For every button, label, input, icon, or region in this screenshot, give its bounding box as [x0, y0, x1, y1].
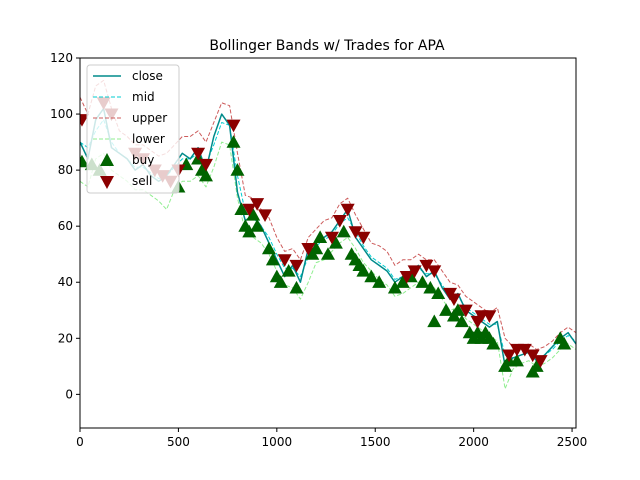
buy-marker: [321, 247, 335, 260]
buy-marker: [454, 314, 469, 328]
sell-marker: [525, 349, 540, 363]
sell-marker: [407, 265, 422, 279]
legend-lower-label: lower: [132, 132, 165, 146]
buy-marker: [423, 280, 438, 294]
sell-marker: [289, 259, 304, 273]
buy-marker: [486, 336, 501, 350]
sell-marker: [419, 259, 434, 273]
buy-marker: [198, 168, 213, 182]
buy-marker: [395, 275, 410, 288]
x-tick-label: 2500: [557, 435, 588, 449]
buy-marker: [281, 264, 296, 277]
sell-marker: [324, 231, 339, 245]
buy-marker: [289, 280, 304, 294]
sell-marker: [458, 304, 473, 318]
sell-marker: [427, 265, 442, 279]
buy-marker: [431, 286, 446, 300]
buy-marker: [509, 353, 524, 367]
plot-frame: [79, 57, 577, 429]
buy-marker: [439, 303, 454, 316]
buy-marker: [226, 135, 241, 148]
buy-marker: [356, 264, 371, 277]
buy-marker: [364, 269, 379, 283]
buy-marker: [265, 252, 280, 266]
sell-marker: [340, 203, 355, 217]
legend-sell-label: sell: [132, 174, 152, 188]
y-tick-label: 100: [50, 107, 73, 121]
x-tick-label: 1000: [262, 435, 293, 449]
buy-marker: [230, 163, 245, 176]
legend-upper-label: upper: [132, 111, 167, 125]
buy-marker: [427, 314, 442, 328]
buy-marker: [372, 275, 387, 288]
buy-marker: [415, 275, 430, 288]
buy-marker: [309, 241, 324, 255]
buy-marker: [557, 336, 572, 350]
legend-buy-label: buy: [132, 153, 154, 167]
y-tick-label: 0: [65, 387, 73, 401]
legend-mid-label: mid: [132, 90, 155, 104]
buy-marker: [450, 303, 465, 316]
buy-marker: [313, 230, 328, 243]
legend-buy-marker: [100, 153, 114, 166]
sell-marker: [332, 214, 347, 228]
buy-marker: [242, 224, 257, 238]
chart-title: Bollinger Bands w/ Trades for APA: [209, 38, 445, 54]
x-tick-label: 1500: [360, 435, 391, 449]
sell-marker: [198, 158, 213, 172]
legend-sell-marker: [100, 176, 114, 189]
sell-marker: [301, 243, 316, 256]
legend-close-label: close: [132, 69, 163, 83]
sell-marker: [226, 119, 241, 133]
sell-marker: [356, 231, 371, 245]
x-tick-label: 2000: [458, 435, 489, 449]
sell-marker: [242, 203, 257, 217]
buy-marker: [234, 202, 249, 215]
sell-marker: [250, 198, 265, 211]
buy-marker: [261, 241, 276, 255]
buy-marker: [336, 224, 351, 238]
sell-marker: [348, 226, 363, 239]
sell-marker: [533, 355, 548, 368]
buy-marker: [250, 219, 265, 232]
x-tick-label: 500: [167, 435, 190, 449]
sell-marker: [277, 254, 292, 267]
y-tick-label: 20: [58, 331, 73, 345]
buy-marker: [387, 280, 402, 294]
y-tick-label: 40: [58, 275, 73, 289]
sell-marker: [502, 349, 517, 363]
buy-marker: [273, 275, 288, 288]
buy-marker: [328, 236, 343, 249]
sell-marker: [482, 310, 497, 323]
legend: close mid upper lower buy sell: [86, 64, 180, 194]
y-tick-label: 80: [58, 163, 73, 177]
y-tick-label: 60: [58, 219, 73, 233]
sell-marker: [517, 343, 532, 357]
axis-layer: 0 500 1000 1500 2000 2500 0 20 40 60 80 100 120: [50, 51, 587, 449]
x-tick-label: 0: [76, 435, 84, 449]
sell-marker: [399, 271, 414, 284]
sell-marker: [258, 209, 273, 222]
sell-marker: [446, 293, 461, 307]
buy-marker: [246, 207, 261, 221]
sell-marker: [191, 147, 206, 161]
y-tick-label: 120: [50, 51, 73, 65]
buy-marker: [529, 359, 544, 372]
